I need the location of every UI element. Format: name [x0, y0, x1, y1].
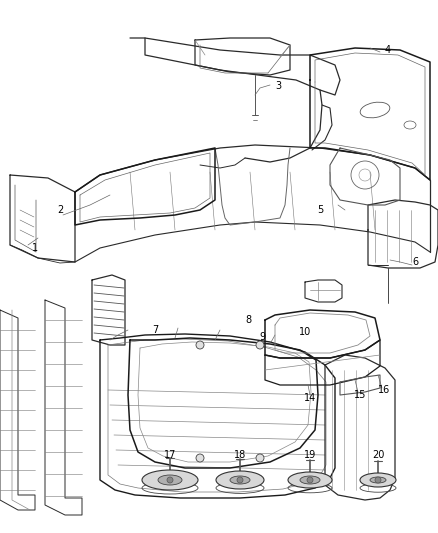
Text: 19: 19 — [304, 450, 316, 460]
Circle shape — [307, 477, 313, 483]
Text: 7: 7 — [152, 325, 158, 335]
Text: 6: 6 — [412, 257, 418, 267]
Ellipse shape — [216, 471, 264, 489]
Circle shape — [196, 341, 204, 349]
Ellipse shape — [360, 473, 396, 487]
Text: 3: 3 — [275, 81, 281, 91]
Ellipse shape — [288, 472, 332, 488]
Text: 20: 20 — [372, 450, 384, 460]
Ellipse shape — [142, 470, 198, 490]
Ellipse shape — [370, 477, 386, 483]
Circle shape — [237, 477, 243, 483]
Text: 2: 2 — [57, 205, 63, 215]
Ellipse shape — [230, 476, 250, 484]
Circle shape — [256, 454, 264, 462]
Text: 10: 10 — [299, 327, 311, 337]
Circle shape — [256, 341, 264, 349]
Text: 8: 8 — [245, 315, 251, 325]
Text: 5: 5 — [317, 205, 323, 215]
Text: 16: 16 — [378, 385, 390, 395]
Ellipse shape — [300, 476, 320, 484]
Circle shape — [167, 477, 173, 483]
Text: 17: 17 — [164, 450, 176, 460]
Ellipse shape — [158, 475, 182, 485]
Text: 14: 14 — [304, 393, 316, 403]
Circle shape — [375, 477, 381, 483]
Text: 4: 4 — [385, 45, 391, 55]
Text: 1: 1 — [32, 243, 38, 253]
Text: 9: 9 — [259, 332, 265, 342]
Circle shape — [196, 454, 204, 462]
Text: 15: 15 — [354, 390, 366, 400]
Text: 18: 18 — [234, 450, 246, 460]
